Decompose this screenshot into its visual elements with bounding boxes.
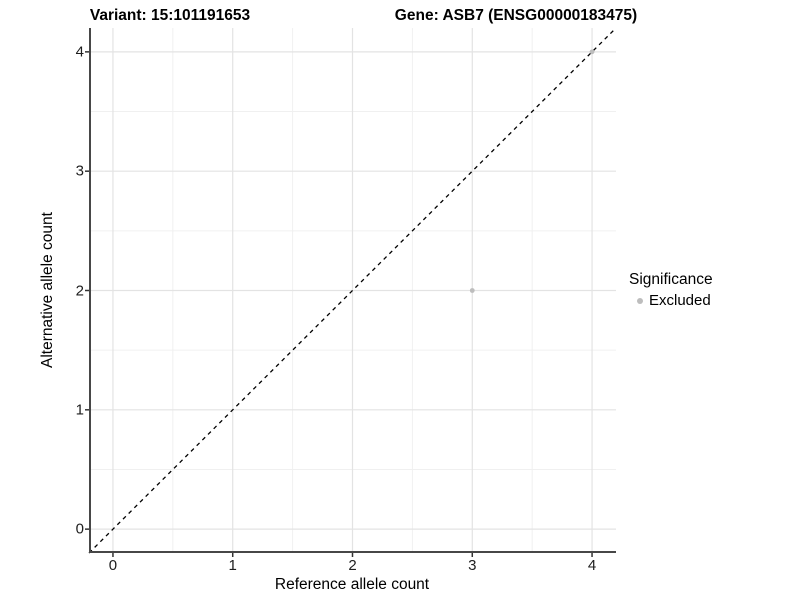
y-tick-label: 2 xyxy=(75,282,84,299)
legend-point-icon xyxy=(637,297,643,304)
legend-key xyxy=(634,295,646,307)
y-tick-label: 3 xyxy=(75,162,84,180)
y-tick-label: 1 xyxy=(75,401,84,419)
x-tick-label: 1 xyxy=(228,557,237,574)
x-tick-label: 0 xyxy=(108,557,118,574)
x-tick-label: 3 xyxy=(468,557,477,574)
data-point xyxy=(589,49,595,55)
plot-panel xyxy=(85,27,617,557)
plot-title-variant: Variant: 15:101191653 xyxy=(89,7,251,24)
data-point xyxy=(469,288,475,293)
plot-title-gene: Gene: ASB7 (ENSG00000183475) xyxy=(394,7,638,24)
legend: Significance Excluded xyxy=(629,271,713,309)
x-axis-title: Reference allele count xyxy=(274,576,430,593)
legend-item-label: Excluded xyxy=(649,292,711,309)
y-tick-label: 0 xyxy=(75,520,84,538)
y-axis-title: Alternative allele count xyxy=(39,212,56,368)
x-tick-label: 2 xyxy=(348,557,357,574)
legend-item: Excluded xyxy=(629,292,713,309)
legend-title: Significance xyxy=(629,271,713,288)
identity-line xyxy=(88,27,617,554)
legend-items: Excluded xyxy=(629,292,713,309)
plot-canvas xyxy=(85,27,617,557)
y-tick-label: 4 xyxy=(75,43,84,61)
x-tick-label: 4 xyxy=(587,557,597,574)
